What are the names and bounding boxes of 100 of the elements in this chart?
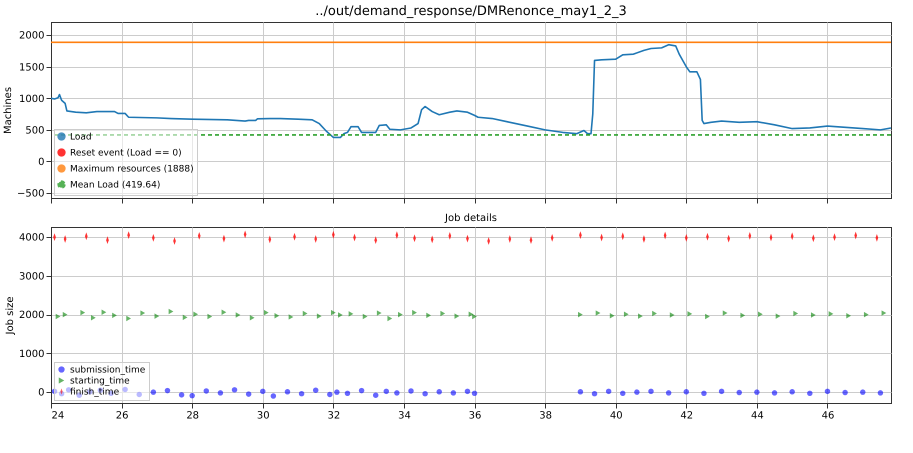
point: [376, 310, 382, 316]
legend-label: Mean Load (419.64): [70, 180, 160, 190]
point: [828, 311, 834, 317]
point: [408, 388, 414, 394]
y-tick-label: 0: [38, 388, 44, 399]
point: [348, 311, 354, 317]
point: [250, 314, 255, 320]
point: [150, 389, 156, 395]
point: [412, 310, 417, 316]
x-tick-label: 36: [468, 410, 482, 422]
x-tick-label: 24: [52, 410, 64, 422]
point: [112, 312, 117, 318]
point: [316, 313, 322, 319]
point: [701, 390, 707, 396]
chart-title: ../out/demand_response/DMRenonce_may1_2_3: [315, 4, 627, 19]
legend-label: finish_time: [70, 388, 120, 398]
point: [596, 310, 600, 316]
point: [182, 314, 188, 320]
point: [472, 314, 477, 320]
point: [705, 314, 710, 320]
point: [154, 313, 160, 319]
point: [722, 310, 728, 316]
point: [288, 314, 294, 320]
point: [758, 311, 763, 317]
point: [718, 388, 724, 394]
point: [284, 389, 290, 394]
point: [140, 310, 146, 316]
point: [422, 390, 428, 396]
point: [274, 313, 280, 319]
y-tick-label: 1000: [19, 94, 44, 105]
x-tick-label: 46: [822, 410, 834, 422]
x-tick-label: 30: [256, 410, 270, 422]
x-tick-label: 44: [751, 410, 764, 422]
point: [204, 388, 210, 394]
point: [472, 390, 478, 396]
legend-label: submission_time: [70, 366, 146, 376]
point: [450, 390, 456, 396]
point: [358, 388, 364, 394]
point: [740, 312, 746, 318]
point: [232, 387, 238, 393]
point: [178, 392, 184, 398]
point: [90, 314, 96, 320]
point: [62, 312, 68, 318]
point: [270, 393, 276, 399]
y-tick-label: 4000: [19, 232, 44, 244]
point: [218, 390, 224, 396]
y-tick-label: 1000: [19, 348, 44, 360]
point: [440, 310, 446, 316]
legend-label: Maximum resources (1888): [70, 164, 194, 174]
point: [638, 313, 643, 319]
point: [824, 388, 830, 394]
point: [793, 310, 798, 316]
point: [736, 390, 742, 396]
x-tick-label: 40: [610, 410, 623, 422]
point: [810, 312, 816, 318]
point: [860, 389, 866, 395]
point: [620, 390, 626, 396]
point: [102, 310, 106, 316]
point: [468, 311, 474, 317]
point: [648, 388, 654, 394]
point: [384, 388, 390, 394]
point: [426, 312, 432, 318]
point: [312, 387, 318, 393]
point: [298, 390, 304, 396]
point: [687, 311, 692, 317]
point: [464, 388, 470, 394]
point: [387, 316, 392, 322]
x-tick-label: 28: [186, 410, 200, 422]
point: [302, 310, 308, 316]
line-series: [51, 44, 891, 138]
point: [246, 391, 252, 397]
point: [56, 314, 60, 320]
point: [666, 390, 672, 396]
legend-label: Reset event (Load == 0): [70, 148, 182, 158]
y-tick-label: −500: [17, 188, 44, 200]
point: [168, 308, 174, 314]
point: [330, 310, 336, 316]
point: [344, 390, 350, 396]
point: [164, 388, 170, 394]
point: [864, 312, 869, 318]
point: [338, 312, 343, 318]
point: [606, 388, 612, 394]
x-tick-label: 38: [539, 410, 552, 422]
point: [634, 389, 640, 395]
point: [207, 314, 212, 320]
point: [264, 310, 269, 316]
x-tick-label: 34: [398, 410, 411, 422]
x-tick-label: 32: [327, 410, 340, 422]
point: [578, 389, 584, 394]
x-tick-label: 26: [116, 410, 128, 422]
point: [327, 392, 333, 398]
point: [236, 312, 240, 318]
point: [772, 390, 778, 396]
point: [592, 390, 598, 396]
y-tick-label: 500: [25, 125, 44, 136]
legend-label: starting_time: [70, 376, 130, 386]
y-axis-title: Machines: [3, 86, 14, 134]
point: [394, 390, 400, 396]
point: [684, 389, 690, 394]
y-tick-label: 2000: [19, 30, 44, 42]
